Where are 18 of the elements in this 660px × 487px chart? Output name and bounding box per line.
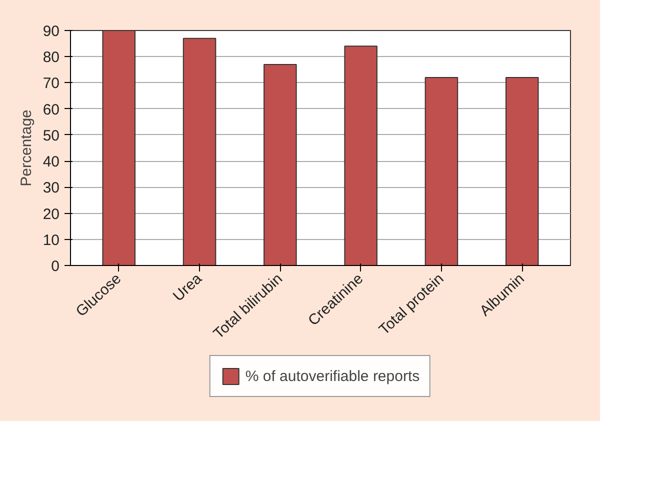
y-tick-label: 60: [42, 101, 60, 118]
y-tick-label: 10: [42, 232, 60, 249]
y-tick-label: 70: [42, 75, 60, 92]
y-tick-label: 90: [42, 23, 60, 40]
bar: [344, 46, 378, 266]
bar: [424, 77, 458, 266]
bar: [505, 77, 539, 266]
y-tick-label: 40: [42, 154, 60, 171]
y-tick-label: 20: [42, 206, 60, 223]
y-tick-label: 0: [51, 258, 60, 275]
bar: [182, 38, 216, 266]
legend-label: % of autoverifiable reports: [245, 368, 420, 384]
x-tick-label: Urea: [170, 270, 206, 305]
y-tick-label: 30: [42, 180, 60, 197]
y-axis-title: Percentage: [18, 110, 35, 186]
y-tick-label: 50: [42, 127, 60, 144]
bar: [264, 64, 297, 266]
y-tick-label: 80: [42, 49, 60, 66]
